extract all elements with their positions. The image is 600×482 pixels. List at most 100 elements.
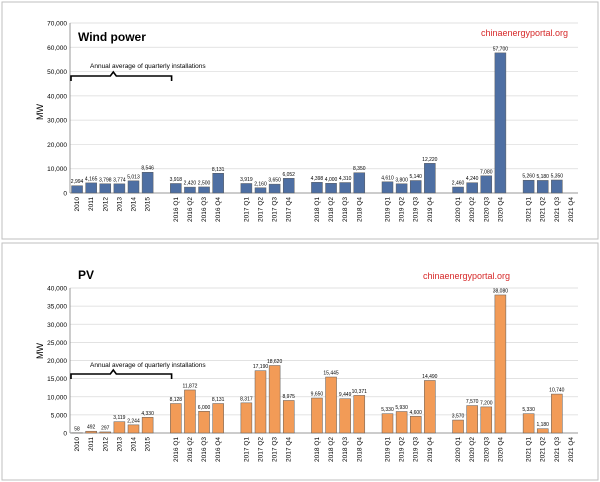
x-tick-label: 2019 Q4	[427, 197, 434, 222]
bar	[85, 182, 97, 194]
data-label: 3,570	[452, 414, 465, 420]
x-tick-label: 2015	[145, 437, 152, 452]
data-label: 4,000	[325, 177, 338, 183]
x-tick-label: 2017 Q1	[243, 197, 250, 222]
x-tick-label: 2019 Q3	[413, 197, 420, 222]
x-tick-label: 2012	[102, 437, 109, 452]
bar	[395, 411, 408, 434]
bar	[170, 183, 182, 194]
data-label: 38,080	[493, 288, 509, 294]
data-label: 10,371	[352, 389, 368, 395]
watermark-text: chinaenergyportal.org	[423, 271, 510, 281]
bar	[551, 393, 563, 434]
x-tick-label: 2014	[131, 197, 138, 212]
bar	[198, 411, 210, 434]
x-tick-label: 2021 Q3	[554, 437, 561, 462]
bar	[494, 52, 507, 194]
data-label: 8,131	[212, 397, 225, 403]
bar	[268, 365, 281, 434]
x-tick-label: 2020 Q3	[483, 437, 490, 462]
data-label: 2,420	[184, 181, 197, 187]
bar	[127, 424, 140, 434]
bar	[395, 183, 408, 194]
bar	[339, 398, 351, 434]
x-tick-label: 2020 Q1	[455, 197, 462, 222]
data-label: 2,994	[71, 179, 84, 185]
data-label: 8,546	[141, 166, 154, 172]
x-tick-label: 2013	[116, 437, 123, 452]
data-label: 3,918	[170, 177, 183, 183]
x-tick-label: 2016 Q2	[187, 437, 194, 462]
data-label: 7,200	[480, 400, 493, 406]
data-label: 4,398	[311, 176, 324, 182]
x-tick-label: 2018 Q4	[356, 437, 363, 462]
data-label: 5,260	[522, 174, 535, 180]
x-tick-label: 2013	[116, 197, 123, 212]
data-label: 5,013	[127, 174, 140, 180]
x-tick-label: 2020 Q3	[483, 197, 490, 222]
x-tick-label: 2020 Q2	[469, 437, 476, 462]
data-label: 57,700	[493, 46, 509, 52]
data-label: 2,244	[127, 418, 140, 424]
data-label: 4,610	[381, 175, 394, 181]
x-tick-label: 2016 Q1	[173, 437, 180, 462]
y-tick-label: 30,000	[47, 118, 67, 125]
x-tick-label: 2016 Q4	[215, 197, 222, 222]
bar	[212, 173, 224, 194]
x-tick-label: 2020 Q4	[497, 437, 504, 462]
bar	[113, 421, 126, 434]
data-label: 17,190	[253, 364, 269, 370]
data-label: 3,774	[113, 177, 126, 183]
bar	[113, 183, 126, 194]
x-tick-label: 2011	[88, 197, 95, 211]
data-label: 11,872	[182, 383, 197, 389]
x-tick-label: 2019 Q3	[413, 437, 420, 462]
bar	[536, 180, 549, 194]
bar	[480, 406, 493, 434]
bar	[409, 416, 422, 434]
x-tick-label: 2019 Q2	[399, 437, 406, 462]
x-tick-label: 2016 Q3	[201, 197, 208, 222]
data-label: 10,740	[549, 388, 565, 394]
data-label: 2,500	[198, 180, 211, 186]
data-label: 3,119	[113, 415, 125, 421]
y-tick-label: 0	[63, 191, 67, 198]
bar	[339, 182, 351, 194]
bar	[212, 403, 224, 434]
data-label: 1,180	[536, 422, 549, 428]
bar	[480, 175, 493, 194]
x-tick-label: 2018 Q4	[356, 197, 363, 222]
x-tick-label: 2019 Q1	[385, 197, 392, 222]
data-label: 297	[101, 425, 110, 431]
annotation-text: Annual average of quarterly installation…	[90, 362, 206, 369]
data-label: 2,460	[452, 181, 465, 187]
watermark-text: chinaenergyportal.org	[481, 28, 568, 38]
y-tick-label: 25,000	[47, 340, 67, 347]
bar	[240, 402, 253, 434]
data-label: 5,330	[381, 407, 394, 413]
data-label: 14,490	[422, 374, 438, 380]
chart-title: PV	[78, 268, 94, 282]
bracket-line	[70, 368, 173, 379]
x-tick-label: 2021 Q2	[540, 197, 547, 222]
y-tick-label: 20,000	[47, 142, 67, 149]
bar	[424, 380, 436, 434]
bar	[99, 183, 112, 194]
data-label: 58	[74, 426, 80, 432]
x-tick-label: 2018 Q2	[328, 197, 335, 222]
y-tick-label: 70,000	[47, 21, 67, 28]
bar	[71, 185, 83, 194]
data-label: 8,975	[282, 394, 295, 400]
data-label: 15,445	[323, 371, 339, 377]
x-tick-label: 2015	[145, 197, 152, 212]
x-tick-label: 2017 Q2	[258, 437, 265, 462]
bracket-line	[70, 70, 173, 81]
data-label: 2,160	[254, 181, 267, 187]
x-tick-label: 2017 Q4	[286, 437, 293, 462]
bar	[522, 179, 535, 194]
y-tick-label: 5,000	[51, 412, 68, 419]
x-tick-label: 2020 Q2	[469, 197, 476, 222]
x-tick-label: 2018 Q1	[314, 197, 321, 222]
